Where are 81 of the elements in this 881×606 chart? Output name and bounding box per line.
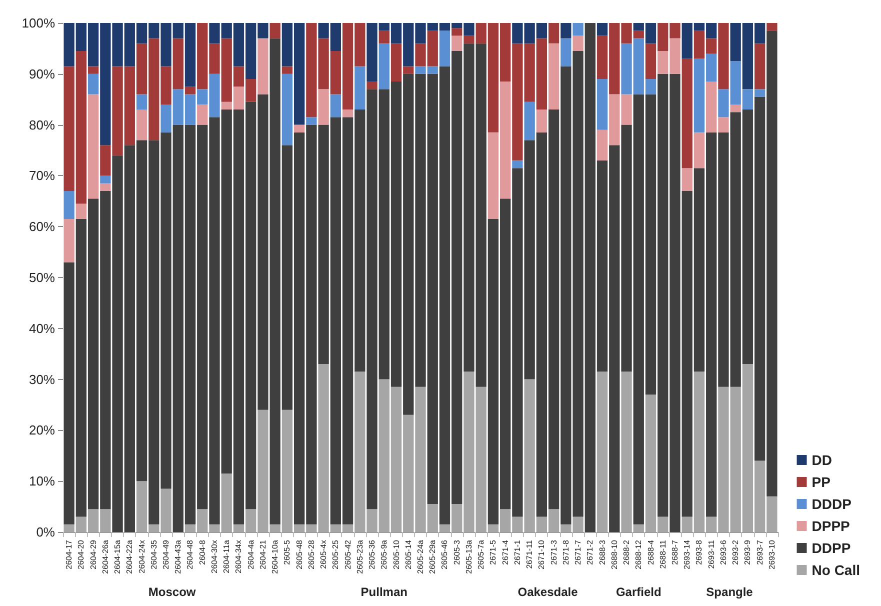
x-tick-label: 2693-9 bbox=[743, 539, 752, 565]
x-tick-label: 2671-7 bbox=[574, 539, 583, 565]
x-tick-label: 2688-11 bbox=[658, 539, 668, 569]
x-tick-label: 2604-34x bbox=[234, 540, 244, 574]
x-tick-label: 2605-24a bbox=[416, 539, 425, 574]
x-tick-label: 2605-36 bbox=[368, 539, 377, 570]
x-tick-label: 2605-28 bbox=[306, 539, 316, 570]
x-tick-label: 2688-12 bbox=[634, 539, 644, 570]
y-tick-label: 30% bbox=[28, 372, 56, 387]
y-tick-label: 100% bbox=[22, 16, 56, 30]
x-tick-label: 2604-43a bbox=[174, 539, 183, 574]
y-tick-label: 70% bbox=[28, 168, 56, 184]
x-tick-label: 2605-23a bbox=[355, 539, 364, 574]
x-tick-label: 2693-8 bbox=[694, 539, 704, 565]
x-tick-label: 2605-46 bbox=[440, 539, 450, 570]
x-tick-label: 2671-4 bbox=[500, 539, 510, 565]
x-tick-label: 2605-13a bbox=[464, 539, 474, 574]
y-tick-label: 0% bbox=[36, 524, 56, 540]
legend-label: DD bbox=[812, 452, 832, 468]
x-tick-label: 2605-14 bbox=[404, 539, 413, 570]
text: Moscow bbox=[148, 585, 196, 599]
text: Oakesdale bbox=[518, 585, 578, 599]
x-tick-label: 2693-6 bbox=[718, 539, 728, 565]
x-tick-label: 2671-5 bbox=[488, 539, 498, 565]
x-tick-label: 2604-26a bbox=[100, 539, 110, 574]
legend-label: DDPP bbox=[812, 540, 851, 556]
x-tick-label: 2671-8 bbox=[561, 539, 570, 565]
x-tick-label: 2671-3 bbox=[549, 539, 558, 565]
legend-label: No Call bbox=[812, 562, 860, 578]
x-tick-label: 2688-10 bbox=[610, 539, 619, 570]
x-tick-label: 2605-9a bbox=[380, 539, 389, 570]
x-tick-label: 2604-20 bbox=[76, 539, 86, 570]
y-tick-label: 50% bbox=[28, 270, 56, 285]
x-tick-label: 2604-4a bbox=[246, 539, 256, 570]
x-tick-label: 2688-4 bbox=[646, 539, 656, 565]
y-tick-label: 20% bbox=[28, 422, 56, 438]
x-tick-label: 2604-11a bbox=[222, 539, 232, 574]
x-tick-label: 2604-10a bbox=[270, 539, 280, 574]
x-tick-label: 2604-24x bbox=[137, 540, 146, 574]
x-tick-label: 2605-3 bbox=[452, 539, 462, 565]
x-tick-label: 2605-10 bbox=[392, 539, 401, 570]
x-tick-label: 2604-48 bbox=[186, 539, 195, 570]
x-tick-label: 2605-42 bbox=[343, 539, 352, 570]
x-tick-label: 2604-30x bbox=[210, 540, 219, 574]
x-tick-label: 2604-15a bbox=[113, 539, 122, 574]
x-tick-label: 2604-17 bbox=[64, 539, 74, 570]
y-tick-label: 60% bbox=[28, 219, 56, 234]
x-tick-label: 2671-10 bbox=[537, 539, 546, 570]
y-tick-label: 40% bbox=[28, 320, 56, 336]
x-tick-label: 2688-7 bbox=[670, 539, 680, 565]
x-tick-label: 2604-21 bbox=[258, 539, 268, 570]
y-tick-label: 10% bbox=[28, 474, 56, 489]
x-tick-label: 2605-48 bbox=[294, 539, 304, 570]
x-tick-label: 2693-11 bbox=[706, 539, 716, 569]
x-tick-label: 2605-25 bbox=[331, 539, 340, 570]
x-tick-label: 2605-29a bbox=[428, 539, 438, 574]
x-tick-label: 2671-11 bbox=[525, 539, 534, 569]
x-tick-label: 2605-5 bbox=[282, 539, 292, 565]
y-tick-label: 80% bbox=[28, 117, 56, 132]
x-tick-label: 2693-10 bbox=[767, 539, 776, 570]
x-tick-label: 2671-1 bbox=[512, 539, 522, 565]
y-tick-label: 90% bbox=[28, 66, 56, 82]
x-tick-label: 2693-14 bbox=[682, 539, 692, 570]
legend-label: DPPP bbox=[812, 518, 850, 534]
text: Garfield bbox=[616, 585, 662, 599]
x-tick-label: 2688-2 bbox=[622, 539, 632, 565]
x-tick-label: 2605-7a bbox=[476, 539, 486, 570]
legend-label: PP bbox=[812, 474, 830, 490]
x-tick-label: 2604-8 bbox=[198, 539, 207, 565]
x-tick-label: 2693-2 bbox=[731, 539, 740, 565]
x-tick-label: 2688-3 bbox=[598, 539, 607, 565]
x-tick-label: 2604-49 bbox=[162, 539, 171, 570]
x-tick-label: 2604-29 bbox=[88, 539, 98, 570]
text: Spangle bbox=[706, 585, 754, 599]
x-tick-label: 2671-2 bbox=[586, 539, 595, 565]
x-tick-label: 2604-22a bbox=[125, 539, 134, 574]
text: Pullman bbox=[360, 585, 408, 599]
legend-label: DDDP bbox=[812, 496, 852, 512]
x-tick-label: 2604-35 bbox=[149, 539, 158, 570]
x-tick-label: 2605-4x bbox=[319, 540, 328, 569]
x-tick-label: 2693-7 bbox=[755, 539, 764, 565]
